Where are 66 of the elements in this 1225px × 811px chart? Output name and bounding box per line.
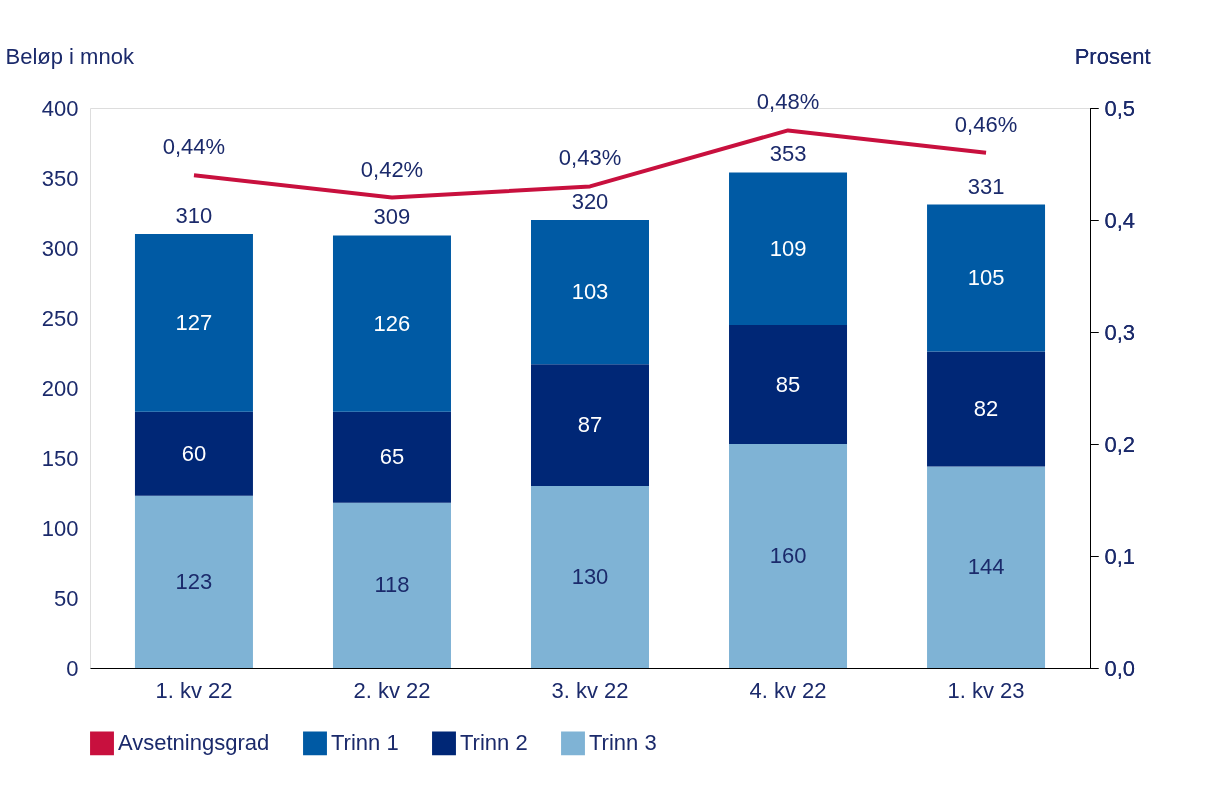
- x-tick-label: 3. kv 22: [551, 677, 629, 703]
- data-label: 0,42%: [360, 156, 424, 182]
- legend-label: Trinn 1: [331, 730, 399, 756]
- total-label: 331: [967, 173, 1005, 199]
- y2-axis-title: Prosent: [1074, 43, 1151, 69]
- x-tick-label: 2. kv 22: [353, 677, 431, 703]
- y-tick-label: 250: [41, 305, 79, 331]
- data-label: 123: [175, 568, 213, 594]
- data-label: 103: [571, 279, 609, 305]
- y2-tick-label: 0,4: [1104, 207, 1136, 233]
- bar: [927, 204, 1046, 352]
- data-label: 160: [769, 543, 807, 568]
- bar: [729, 444, 848, 668]
- x-tick-label: 1. kv 23: [947, 677, 1025, 703]
- y-tick-label: 0: [66, 655, 79, 681]
- y2-tick-label: 0,0: [1104, 655, 1136, 681]
- y-tick-label: 300: [41, 235, 79, 261]
- bar: [134, 495, 253, 668]
- data-label: 127: [175, 309, 213, 335]
- bar: [531, 220, 649, 365]
- y2-tick-label: 0,5: [1104, 95, 1136, 121]
- data-label: 118: [374, 572, 410, 598]
- y-tick-label: 400: [41, 95, 79, 121]
- bar: [332, 235, 451, 412]
- legend-label: Trinn 2: [460, 730, 528, 756]
- x-tick-label: 1. kv 22: [155, 677, 233, 703]
- bar: [134, 234, 253, 412]
- total-label: 309: [373, 204, 411, 230]
- bar: [927, 466, 1046, 668]
- bar: [332, 502, 451, 668]
- bar: [531, 486, 649, 668]
- total-label: 353: [769, 141, 807, 167]
- data-label: 82: [973, 396, 999, 421]
- data-label: 60: [181, 440, 207, 466]
- data-label: 0,48%: [756, 89, 820, 115]
- y2-tick-label: 0,2: [1104, 431, 1136, 457]
- data-label: 0,44%: [162, 134, 226, 160]
- y-tick-label: 50: [54, 585, 79, 611]
- bar: [134, 411, 253, 496]
- data-label: 144: [967, 554, 1005, 580]
- data-label: 65: [379, 444, 405, 470]
- y-tick-label: 150: [41, 445, 79, 471]
- y2-tick-label: 0,1: [1104, 543, 1136, 569]
- data-label: 126: [373, 310, 411, 336]
- y-tick-label: 350: [41, 165, 79, 191]
- legend-label: Trinn 3: [589, 730, 657, 756]
- data-label: 109: [769, 235, 807, 261]
- y-tick-label: 200: [41, 375, 79, 401]
- bar: [531, 364, 649, 486]
- data-label: 85: [775, 371, 801, 397]
- data-label: 0,46%: [954, 111, 1018, 137]
- x-tick-label: 4. kv 22: [749, 677, 827, 703]
- y-axis-title: Beløp i mnok: [5, 43, 135, 69]
- data-label: 130: [571, 564, 609, 589]
- total-label: 320: [571, 189, 609, 214]
- bar: [332, 411, 451, 503]
- bar: [927, 351, 1046, 467]
- bar: [729, 172, 848, 325]
- y-tick-label: 100: [41, 515, 79, 541]
- data-label: 105: [967, 265, 1005, 291]
- data-label: 0,43%: [558, 145, 622, 171]
- data-label: 87: [577, 412, 603, 438]
- total-label: 310: [175, 203, 213, 228]
- y2-tick-label: 0,3: [1104, 319, 1136, 345]
- legend-label: Avsetningsgrad: [118, 730, 270, 756]
- bar: [729, 325, 848, 444]
